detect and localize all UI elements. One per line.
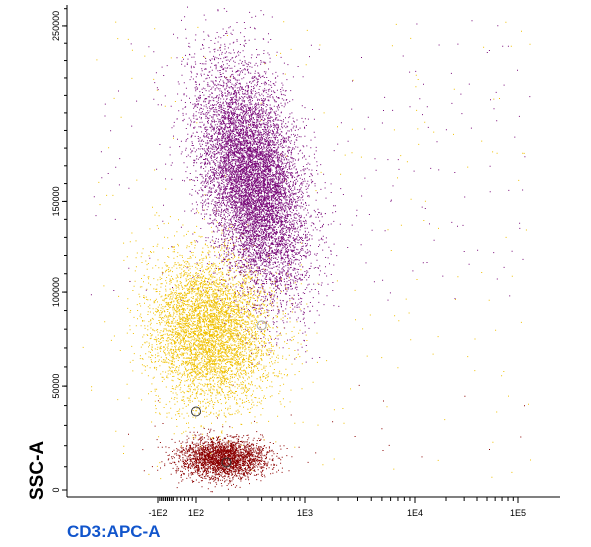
population-centroid-marker [191, 406, 201, 417]
y-tick-label: 100000 [51, 277, 61, 307]
event-dots [82, 6, 531, 493]
population-centroid-marker [256, 320, 267, 331]
y-axis-title: SSC-A [27, 441, 48, 500]
x-axis-title: CD3:APC-A [67, 522, 161, 541]
x-tick-label: 1E5 [510, 508, 526, 518]
y-axis-ticks: 0 50000 100000 150000 250000 [51, 8, 67, 493]
population-1-dots [82, 21, 531, 480]
y-tick-label: 0 [51, 487, 61, 492]
population-centroids [191, 320, 267, 468]
x-tick-label: 1E2 [188, 508, 204, 518]
y-tick-label: 150000 [51, 186, 61, 216]
population-centroid-marker [221, 457, 232, 468]
x-tick-label: 1E3 [297, 508, 313, 518]
population-0-dots [128, 384, 525, 493]
x-tick-label: 1E4 [407, 508, 423, 518]
y-tick-label: 250000 [51, 11, 61, 41]
y-tick-label: 50000 [51, 374, 61, 399]
axes: 0 50000 100000 150000 250000 -1E2 1E2 1E3 1E4 1E… [51, 5, 560, 518]
x-tick-label: -1E2 [148, 508, 167, 518]
population-2-dots [90, 6, 531, 365]
x-axis-ticks: -1E2 1E2 1E3 1E4 1E5 [148, 497, 526, 518]
